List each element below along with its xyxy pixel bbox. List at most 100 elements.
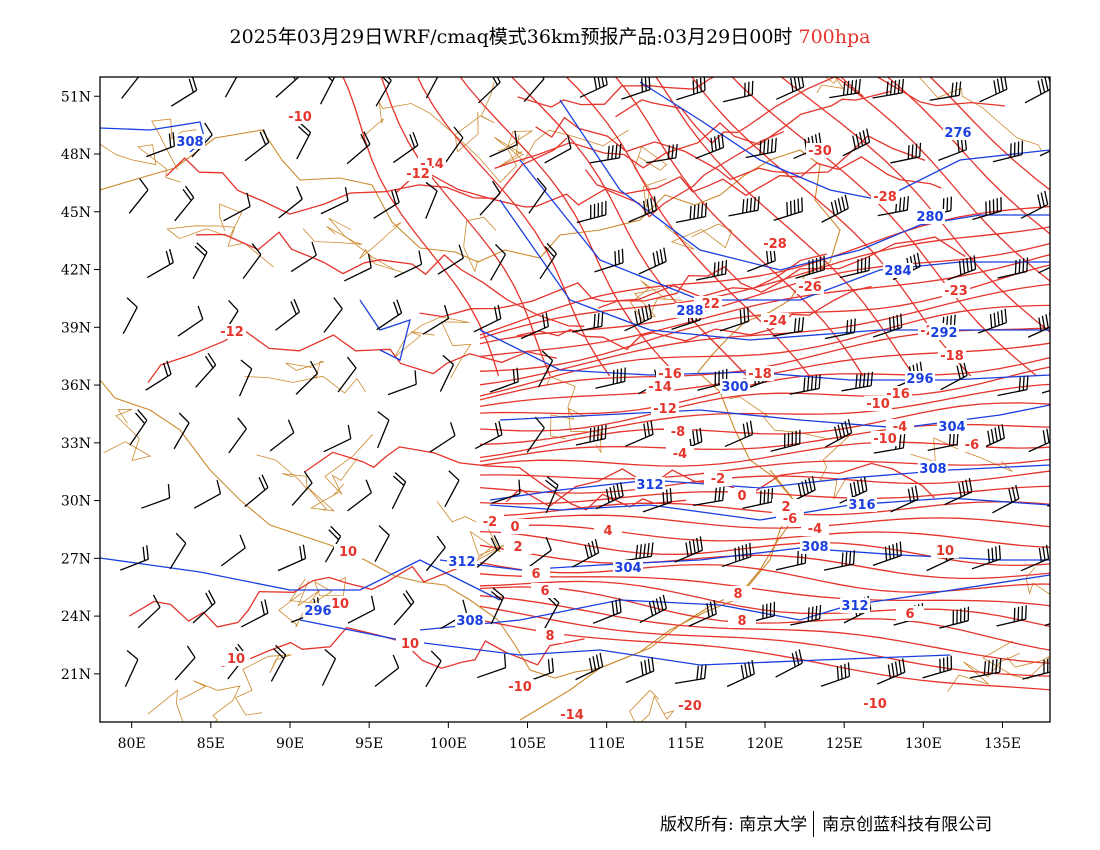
- wind-barb: [692, 486, 725, 507]
- wind-barb: [337, 356, 357, 393]
- wind-barb: [929, 81, 962, 101]
- province-border: [546, 376, 602, 454]
- wind-barb: [128, 178, 149, 214]
- wind-barb: [676, 77, 706, 101]
- label-mask: [704, 471, 732, 486]
- wind-barb: [224, 77, 238, 98]
- wind-barb: [940, 361, 968, 391]
- province-border: [360, 82, 495, 140]
- wind-barb: [996, 605, 1027, 627]
- province-border: [166, 203, 274, 268]
- wind-barb: [425, 650, 442, 688]
- province-border: [278, 580, 321, 628]
- wind-barb: [275, 298, 300, 331]
- height-label: 304: [614, 561, 641, 576]
- label-mask: [864, 396, 892, 411]
- lon-tick-label: 130E: [905, 736, 942, 752]
- wind-barb: [437, 244, 464, 275]
- height-contour: [359, 299, 411, 361]
- height-label: 316: [848, 498, 875, 513]
- wind-barb: [490, 587, 505, 625]
- wind-barb: [444, 470, 460, 508]
- lon-tick-label: 95E: [355, 736, 383, 752]
- wind-barb: [228, 417, 247, 454]
- temperature-isotherm: [517, 77, 864, 108]
- wind-barb: [890, 485, 919, 513]
- temperature-label: 8: [545, 629, 554, 644]
- label-mask: [594, 523, 622, 538]
- province-border: [147, 680, 241, 722]
- country-border: [100, 129, 841, 679]
- lon-tick-label: 115E: [667, 736, 704, 752]
- wind-barb: [238, 359, 253, 397]
- lat-tick-label: 51N: [61, 89, 91, 105]
- label-mask: [896, 606, 924, 621]
- temperature-isotherm: [731, 77, 1038, 377]
- temperature-label: 10: [339, 545, 357, 560]
- wind-barb: [270, 644, 287, 682]
- lon-tick-label: 100E: [430, 736, 467, 752]
- province-border: [629, 689, 675, 722]
- wind-barb: [726, 660, 755, 688]
- temperature-label: -10: [873, 432, 897, 447]
- wind-barb: [971, 545, 1001, 570]
- wind-barb: [775, 649, 803, 678]
- temperature-label: -2: [711, 472, 725, 487]
- wind-barb: [696, 260, 728, 281]
- label-mask: [522, 566, 550, 581]
- temperature-isotherm: [479, 619, 1050, 691]
- lat-tick-label: 27N: [61, 551, 91, 567]
- wind-barb: [174, 645, 196, 681]
- temperature-label: -14: [648, 380, 672, 395]
- label-mask: [558, 707, 586, 722]
- wind-barb: [520, 312, 550, 340]
- wind-barb: [392, 131, 419, 164]
- wind-barb: [688, 600, 717, 627]
- temperature-label: -14: [560, 708, 584, 723]
- province-border: [285, 361, 324, 380]
- label-mask: [847, 497, 877, 512]
- temperature-isotherm: [479, 501, 1050, 517]
- wind-barb: [829, 78, 861, 99]
- temperature-label: -2: [483, 515, 497, 530]
- province-border: [328, 217, 404, 273]
- wind-barb: [1041, 389, 1050, 394]
- wind-barb: [544, 134, 572, 164]
- wind-barb: [842, 128, 871, 157]
- wind-barb: [890, 142, 922, 164]
- temperature-isotherm: [585, 156, 942, 197]
- wind-barb: [1028, 427, 1050, 453]
- wind-barb: [722, 80, 754, 103]
- temperature-label: -23: [944, 284, 968, 299]
- wind-barb: [745, 137, 777, 159]
- pressure-level-label: 700hpa: [798, 26, 871, 48]
- wind-barb: [872, 541, 902, 567]
- wind-barb: [394, 250, 423, 278]
- temperature-label: 2: [781, 500, 790, 515]
- temperature-isotherm: [195, 231, 585, 327]
- height-label: 308: [801, 540, 828, 555]
- province-border: [918, 77, 1043, 152]
- wind-barb: [545, 476, 559, 514]
- wind-barb: [192, 589, 216, 624]
- temperature-label: -24: [763, 314, 787, 329]
- wind-barb: [122, 297, 138, 335]
- height-label: 296: [906, 372, 933, 387]
- wind-barb: [223, 192, 251, 222]
- label-mask: [761, 236, 789, 251]
- label-mask: [943, 125, 973, 140]
- label-mask: [883, 263, 913, 278]
- wind-barb: [473, 304, 502, 333]
- wind-barb: [425, 535, 446, 572]
- wind-barb: [242, 243, 262, 280]
- label-mask: [720, 379, 750, 394]
- label-mask: [918, 461, 948, 476]
- temperature-isotherm: [479, 242, 1050, 345]
- temperature-isotherm: [380, 77, 551, 377]
- wind-barb: [490, 244, 507, 281]
- wind-barb: [439, 354, 455, 392]
- lon-tick-label: 120E: [747, 736, 784, 752]
- temperature-label: 10: [331, 597, 349, 612]
- wind-barb: [323, 297, 343, 333]
- wind-barb: [839, 476, 868, 504]
